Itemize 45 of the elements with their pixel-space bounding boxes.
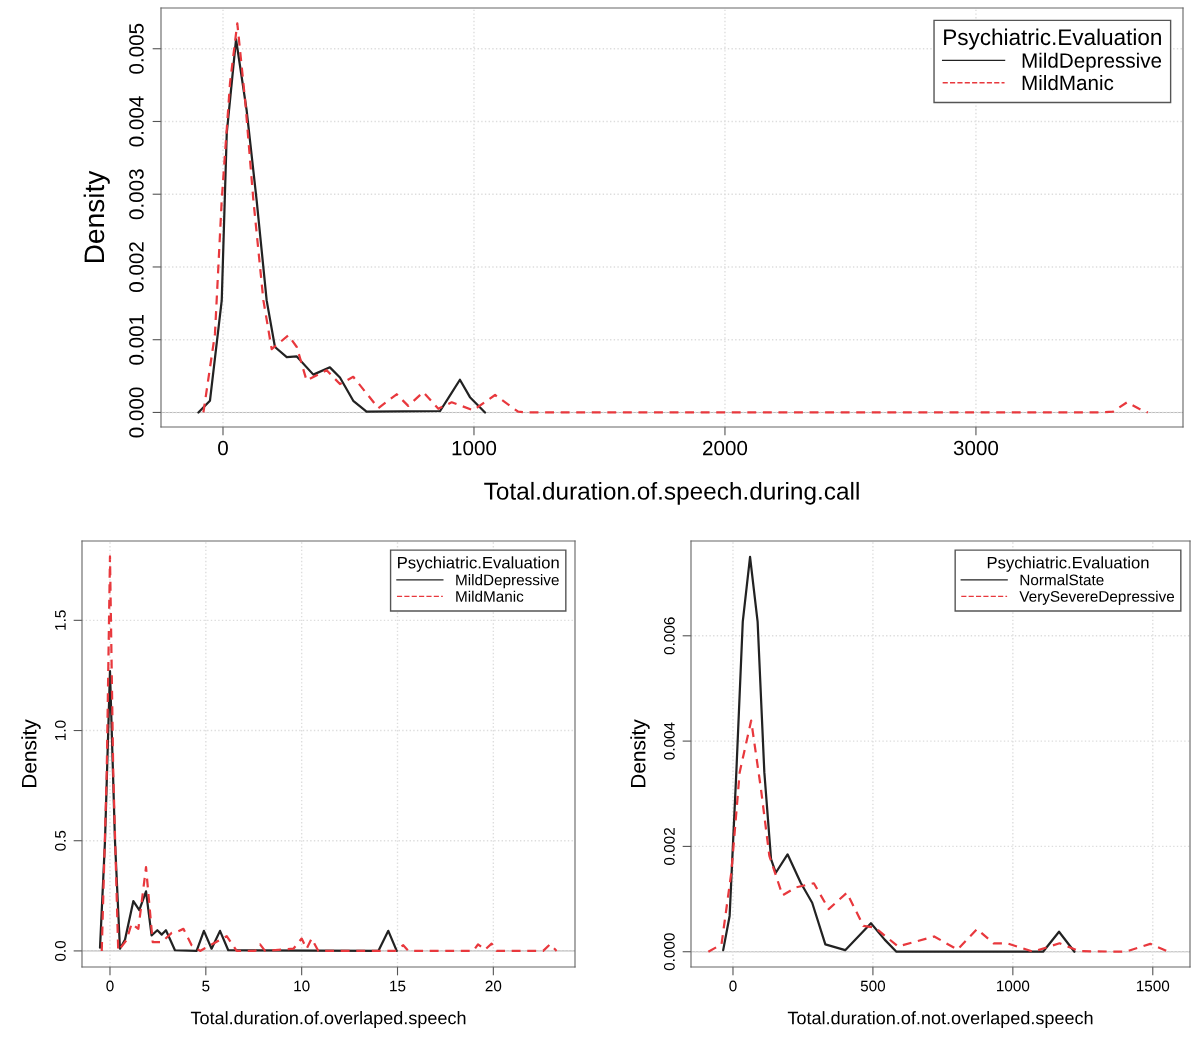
x-axis-title: Total.duration.of.overlaped.speech: [190, 1011, 466, 1028]
x-tick-label: 2000: [703, 440, 748, 456]
y-tick-label: 0.0: [54, 940, 66, 961]
x-tick-label: 0: [729, 980, 737, 992]
legend-label: VerySevereDepressive: [1019, 590, 1175, 605]
x-tick-label: 0: [218, 440, 228, 456]
line-series: [98, 669, 398, 953]
x-tick-label: 3000: [953, 440, 999, 456]
line-series: [100, 555, 558, 953]
y-tick-label: 0.001: [129, 314, 144, 365]
legend-label: NormalState: [1020, 574, 1104, 586]
x-axis-title: Total.duration.of.not.overlaped.speech: [787, 1011, 1093, 1028]
x-tick-label: 15: [390, 980, 406, 992]
y-tick-label: 0.002: [129, 242, 144, 292]
y-tick-label: 0.000: [129, 387, 144, 438]
legend-label: MildDepressive: [456, 574, 559, 589]
y-tick-label: 1.5: [55, 610, 66, 630]
x-tick-label: 10: [294, 980, 310, 992]
y-tick-label: 0.003: [129, 169, 144, 220]
x-axis-title: Total.duration.of.speech.during.call: [484, 481, 859, 505]
x-tick-label: 1000: [997, 980, 1030, 992]
y-tick-label: 0.002: [663, 828, 675, 865]
y-tick-label: 0.005: [129, 23, 144, 74]
y-tick-label: 1.0: [54, 720, 66, 740]
line-series: [197, 38, 487, 414]
legend-label: MildDepressive: [1022, 52, 1162, 72]
y-axis-title: Density: [21, 719, 41, 788]
legend-title: Psychiatric.Evaluation: [944, 28, 1161, 50]
y-axis-title: Density: [630, 719, 650, 788]
legend-title: Psychiatric.Evaluation: [398, 556, 559, 572]
x-tick-label: 1500: [1136, 980, 1170, 992]
y-tick-label: 0.5: [54, 830, 66, 851]
x-tick-label: 500: [860, 980, 886, 992]
y-tick-label: 0.004: [129, 96, 144, 147]
legend-title: Psychiatric.Evaluation: [987, 556, 1149, 572]
y-tick-label: 0.004: [663, 722, 675, 760]
x-tick-label: 0: [106, 980, 114, 992]
legend-label: MildManic: [1022, 75, 1114, 91]
legend-label: MildManic: [456, 590, 524, 602]
x-tick-label: 20: [485, 980, 502, 992]
y-tick-label: 0.000: [663, 933, 675, 971]
y-tick-label: 0.006: [663, 617, 675, 655]
x-tick-label: 1000: [452, 440, 497, 456]
y-axis-title: Density: [83, 170, 110, 263]
x-tick-label: 5: [202, 980, 210, 992]
